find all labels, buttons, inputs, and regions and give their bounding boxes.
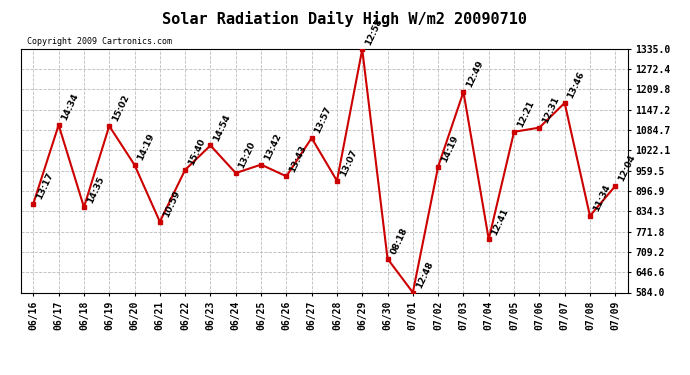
Text: 14:35: 14:35 bbox=[86, 174, 106, 204]
Text: 15:02: 15:02 bbox=[110, 94, 131, 123]
Text: 14:34: 14:34 bbox=[60, 92, 81, 122]
Text: 14:54: 14:54 bbox=[212, 113, 233, 143]
Text: 13:20: 13:20 bbox=[237, 141, 257, 170]
Text: Solar Radiation Daily High W/m2 20090710: Solar Radiation Daily High W/m2 20090710 bbox=[163, 11, 527, 27]
Text: 13:17: 13:17 bbox=[34, 171, 55, 201]
Text: 14:19: 14:19 bbox=[136, 132, 157, 162]
Text: 13:46: 13:46 bbox=[566, 70, 586, 100]
Text: 13:57: 13:57 bbox=[313, 105, 333, 135]
Text: 08:18: 08:18 bbox=[389, 226, 409, 256]
Text: 13:07: 13:07 bbox=[338, 148, 359, 178]
Text: 11:34: 11:34 bbox=[591, 183, 611, 213]
Text: Copyright 2009 Cartronics.com: Copyright 2009 Cartronics.com bbox=[27, 38, 172, 46]
Text: 12:49: 12:49 bbox=[465, 59, 485, 89]
Text: 14:19: 14:19 bbox=[440, 134, 460, 164]
Text: 12:04: 12:04 bbox=[617, 153, 637, 183]
Text: 15:40: 15:40 bbox=[186, 137, 207, 167]
Text: 13:42: 13:42 bbox=[262, 132, 283, 162]
Text: 10:59: 10:59 bbox=[161, 189, 181, 219]
Text: 12:21: 12:21 bbox=[515, 99, 535, 129]
Text: 12:41: 12:41 bbox=[490, 207, 511, 237]
Text: 12:48: 12:48 bbox=[414, 260, 435, 290]
Text: 13:43: 13:43 bbox=[288, 144, 308, 174]
Text: 12:31: 12:31 bbox=[541, 95, 561, 125]
Text: 12:58: 12:58 bbox=[364, 17, 384, 46]
